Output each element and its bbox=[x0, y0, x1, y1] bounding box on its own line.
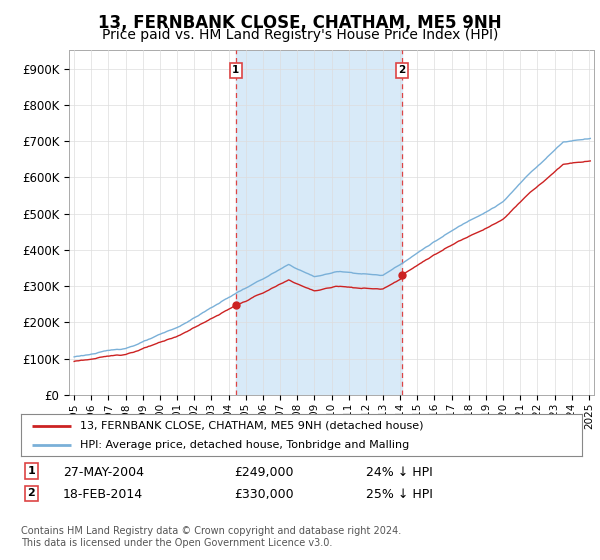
Text: £330,000: £330,000 bbox=[234, 488, 293, 501]
Text: 24% ↓ HPI: 24% ↓ HPI bbox=[366, 466, 433, 479]
Text: 13, FERNBANK CLOSE, CHATHAM, ME5 9NH: 13, FERNBANK CLOSE, CHATHAM, ME5 9NH bbox=[98, 14, 502, 32]
Text: HPI: Average price, detached house, Tonbridge and Malling: HPI: Average price, detached house, Tonb… bbox=[80, 440, 409, 450]
Text: £249,000: £249,000 bbox=[234, 466, 293, 479]
Text: 1: 1 bbox=[28, 466, 35, 476]
Text: Contains HM Land Registry data © Crown copyright and database right 2024.: Contains HM Land Registry data © Crown c… bbox=[21, 526, 401, 536]
Text: 25% ↓ HPI: 25% ↓ HPI bbox=[366, 488, 433, 501]
Text: 2: 2 bbox=[398, 66, 406, 76]
Bar bbox=[236, 50, 402, 395]
Text: 27-MAY-2004: 27-MAY-2004 bbox=[63, 466, 144, 479]
Text: Price paid vs. HM Land Registry's House Price Index (HPI): Price paid vs. HM Land Registry's House … bbox=[102, 28, 498, 42]
Text: 13, FERNBANK CLOSE, CHATHAM, ME5 9NH (detached house): 13, FERNBANK CLOSE, CHATHAM, ME5 9NH (de… bbox=[80, 421, 424, 431]
Text: 18-FEB-2014: 18-FEB-2014 bbox=[63, 488, 143, 501]
Text: This data is licensed under the Open Government Licence v3.0.: This data is licensed under the Open Gov… bbox=[21, 538, 332, 548]
Text: 2: 2 bbox=[28, 488, 35, 498]
Text: 1: 1 bbox=[232, 66, 239, 76]
